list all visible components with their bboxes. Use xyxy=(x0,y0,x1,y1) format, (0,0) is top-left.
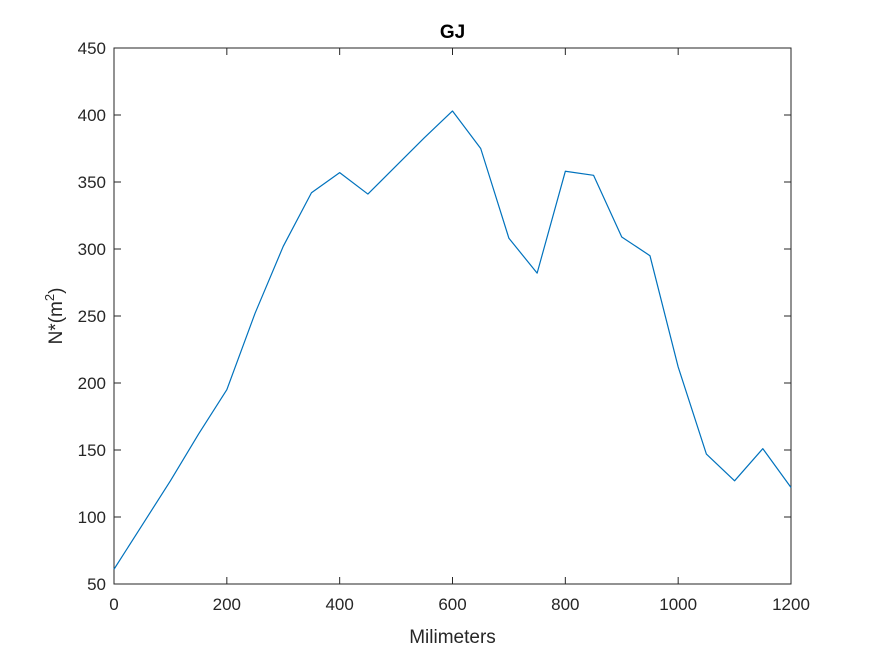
y-tick-label: 150 xyxy=(78,441,106,460)
y-axis-label-superscript: 2 xyxy=(42,294,57,301)
y-tick-label: 50 xyxy=(87,575,106,594)
chart-title: GJ xyxy=(440,22,465,43)
x-axis-label: Milimeters xyxy=(409,627,496,648)
y-tick-label: 450 xyxy=(78,39,106,58)
x-tick-label: 1000 xyxy=(659,595,697,614)
y-tick-label: 200 xyxy=(78,374,106,393)
y-axis-label-close: ) xyxy=(46,288,67,294)
y-tick-label: 350 xyxy=(78,173,106,192)
x-tick-label: 200 xyxy=(213,595,241,614)
x-tick-label: 400 xyxy=(325,595,353,614)
y-axis-label: N*(m2) xyxy=(42,288,67,345)
x-tick-label: 1200 xyxy=(772,595,810,614)
x-tick-label: 800 xyxy=(551,595,579,614)
y-axis-ticks: 50 100 150 200 250 300 350 400 450 xyxy=(78,39,791,594)
y-tick-label: 400 xyxy=(78,106,106,125)
x-tick-label: 0 xyxy=(109,595,118,614)
series-layer xyxy=(113,110,792,570)
y-tick-label: 100 xyxy=(78,508,106,527)
y-axis-label-base: N*(m xyxy=(46,301,67,344)
plot-area xyxy=(113,47,792,585)
y-tick-label: 300 xyxy=(78,240,106,259)
series-line-0 xyxy=(113,110,792,570)
x-tick-label: 600 xyxy=(438,595,466,614)
x-axis-ticks: 0 200 400 600 800 1000 1200 xyxy=(109,48,810,614)
y-tick-label: 250 xyxy=(78,307,106,326)
